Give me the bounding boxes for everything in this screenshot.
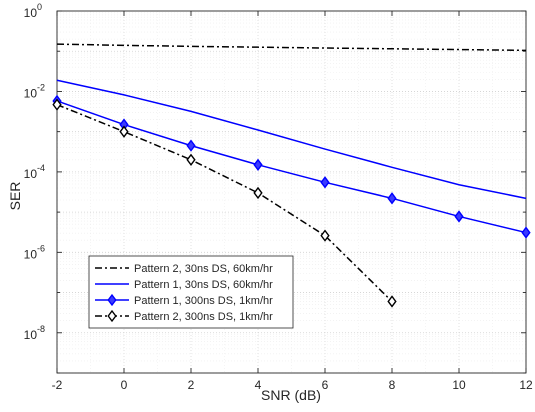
series-2	[56, 79, 527, 200]
series-point	[253, 186, 263, 200]
series-point	[320, 229, 330, 242]
x-axis-label: SNR (dB)	[261, 387, 321, 403]
y-tick-label: 10 -4	[24, 163, 45, 181]
series-point	[186, 139, 196, 152]
series-point	[387, 192, 397, 205]
series-4	[52, 98, 397, 308]
x-tick-label: 0	[121, 378, 128, 392]
legend-item: Pattern 2, 30ns DS, 60km/hr	[95, 263, 273, 275]
series-point	[253, 158, 263, 171]
legend-label: Pattern 1, 30ns DS, 60km/hr	[134, 279, 273, 291]
plot-frame	[56, 10, 527, 374]
x-tick-label: 10	[452, 378, 466, 392]
series-point	[107, 309, 117, 323]
y-tick-label-base: 10	[24, 247, 38, 261]
x-tick-label: 2	[188, 378, 195, 392]
legend-label: Pattern 1, 300ns DS, 1km/hr	[134, 295, 273, 307]
y-tick-label-base: 10	[24, 6, 38, 20]
series-line	[56, 79, 527, 200]
x-tick-label: 12	[519, 378, 533, 392]
y-tick-label-base: 10	[24, 167, 38, 181]
y-tick-label-base: 10	[24, 86, 38, 100]
series-3	[52, 94, 531, 239]
series-line	[56, 100, 527, 234]
x-tick-label: 6	[322, 378, 329, 392]
legend-item: Pattern 1, 30ns DS, 60km/hr	[95, 279, 273, 291]
legend-label: Pattern 2, 300ns DS, 1km/hr	[134, 311, 273, 323]
series-layer	[52, 43, 531, 308]
series-line	[56, 103, 393, 303]
y-tick-label-exponent: -4	[37, 163, 45, 173]
series-point	[52, 98, 62, 111]
y-tick-label-exponent: -2	[37, 82, 45, 92]
legend-item: Pattern 1, 300ns DS, 1km/hr	[95, 293, 273, 307]
series-point	[119, 125, 129, 138]
legend-label: Pattern 2, 30ns DS, 60km/hr	[134, 263, 273, 275]
y-tick-label: 10 -8	[24, 324, 45, 342]
series-line	[56, 43, 527, 52]
y-tick-label: 10 -6	[24, 243, 45, 261]
y-axis-label: SER	[7, 182, 23, 211]
series-point	[521, 226, 531, 239]
legend-item: Pattern 2, 300ns DS, 1km/hr	[95, 309, 273, 323]
series-point	[186, 153, 196, 166]
x-tick-label: 4	[255, 378, 262, 392]
grid-lines	[56, 11, 527, 374]
y-tick-label-exponent: 0	[37, 2, 42, 12]
series-point	[107, 293, 117, 307]
legend: Pattern 2, 30ns DS, 60km/hr Pattern 1, 30…	[88, 255, 294, 329]
series-point	[320, 176, 330, 189]
legend-box	[88, 255, 294, 329]
y-tick-label: 10 0	[24, 2, 42, 20]
series-point	[387, 295, 397, 308]
x-tick-label: -2	[52, 378, 63, 392]
y-tick-label-exponent: -6	[37, 243, 45, 253]
y-tick-label: 10 -2	[24, 82, 45, 100]
y-tick-label-exponent: -8	[37, 324, 45, 334]
series-point	[454, 210, 464, 223]
x-tick-labels: -2 0 2 4 6 8 10 12	[52, 378, 533, 392]
axes-box	[56, 10, 527, 374]
x-tick-label: 8	[389, 378, 396, 392]
y-tick-label-base: 10	[24, 328, 38, 342]
series-1	[56, 43, 527, 52]
